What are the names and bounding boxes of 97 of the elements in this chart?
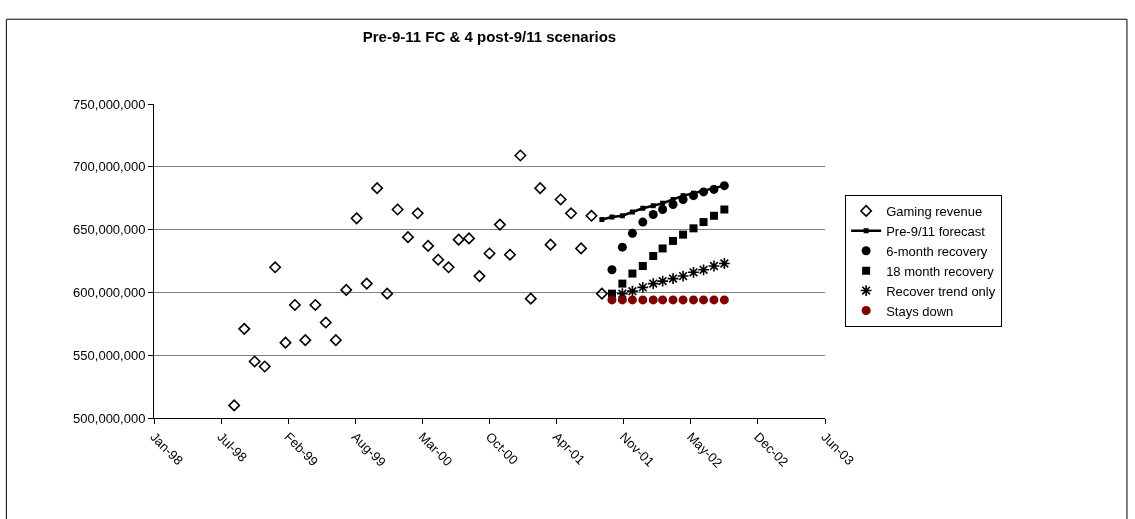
point [669, 236, 678, 245]
point [629, 209, 635, 215]
point [411, 207, 424, 220]
point [483, 247, 496, 260]
point [607, 265, 617, 275]
point [493, 218, 506, 231]
point [503, 248, 516, 261]
point [640, 205, 646, 211]
point [647, 277, 660, 290]
point [360, 277, 373, 290]
y-tick-label: 600,000,000 [73, 284, 146, 300]
point [660, 200, 666, 206]
point [575, 242, 588, 255]
point [687, 266, 700, 279]
y-tick-label: 500,000,000 [73, 410, 146, 426]
point [670, 196, 676, 202]
point [452, 233, 465, 246]
legend-label: 18 month recovery [886, 263, 995, 279]
point [422, 239, 435, 252]
point [648, 210, 658, 220]
point [442, 261, 455, 274]
point [627, 228, 637, 238]
chart-title: Pre-9-11 FC & 4 post-9/11 scenarios [362, 27, 617, 45]
point [720, 205, 729, 214]
point [617, 295, 627, 305]
point [299, 334, 312, 347]
point [350, 212, 363, 225]
y-tick-label: 700,000,000 [73, 159, 146, 175]
point [544, 238, 557, 251]
point [699, 295, 709, 305]
y-tick-label: 750,000,000 [73, 96, 146, 112]
point [432, 253, 445, 266]
point [658, 205, 668, 214]
point [288, 298, 301, 311]
point [649, 251, 658, 260]
point [340, 283, 353, 296]
point [607, 295, 617, 305]
point [599, 217, 605, 223]
point [534, 182, 547, 195]
legend-label: Stays down [886, 303, 954, 319]
point [676, 269, 690, 283]
legend-label: Gaming revenue [886, 204, 983, 220]
point [524, 292, 537, 305]
point [554, 193, 567, 206]
point [628, 269, 637, 278]
y-tick-label: 650,000,000 [73, 222, 146, 238]
point [609, 214, 615, 220]
point [329, 334, 342, 347]
point [658, 295, 668, 305]
point [258, 360, 271, 373]
point [718, 257, 731, 270]
point [279, 336, 292, 349]
point [697, 263, 710, 276]
point [699, 218, 708, 227]
point [648, 295, 658, 305]
point [709, 295, 719, 305]
point [319, 316, 332, 329]
point [638, 217, 648, 227]
point [658, 244, 667, 253]
point [473, 270, 486, 283]
point [371, 182, 384, 195]
point [688, 295, 698, 305]
y-tick-label: 550,000,000 [73, 347, 146, 363]
point [668, 295, 678, 305]
point [309, 298, 322, 311]
point [619, 213, 625, 219]
point [709, 211, 718, 220]
point [617, 242, 627, 252]
point [666, 272, 680, 285]
point [514, 149, 527, 162]
legend-label: Pre-9/11 forecast [886, 223, 986, 239]
point [656, 274, 669, 288]
point [238, 322, 251, 335]
point [638, 295, 648, 305]
point [248, 355, 261, 368]
point [269, 261, 282, 274]
point [381, 287, 394, 300]
point [463, 232, 476, 245]
point [707, 259, 721, 273]
legend-label: Recover trend only [886, 283, 996, 299]
point [565, 207, 578, 220]
point [638, 262, 647, 271]
point [719, 295, 729, 305]
point [679, 230, 688, 239]
point [228, 399, 241, 412]
point [627, 295, 637, 305]
point [391, 203, 404, 216]
point [689, 224, 698, 233]
point [636, 281, 650, 294]
point [626, 284, 639, 298]
point [595, 287, 608, 300]
point [678, 295, 688, 305]
point [618, 279, 627, 288]
point [650, 203, 656, 209]
legend-label: 6-month recovery [886, 243, 988, 259]
point [585, 209, 598, 222]
point [401, 231, 414, 244]
